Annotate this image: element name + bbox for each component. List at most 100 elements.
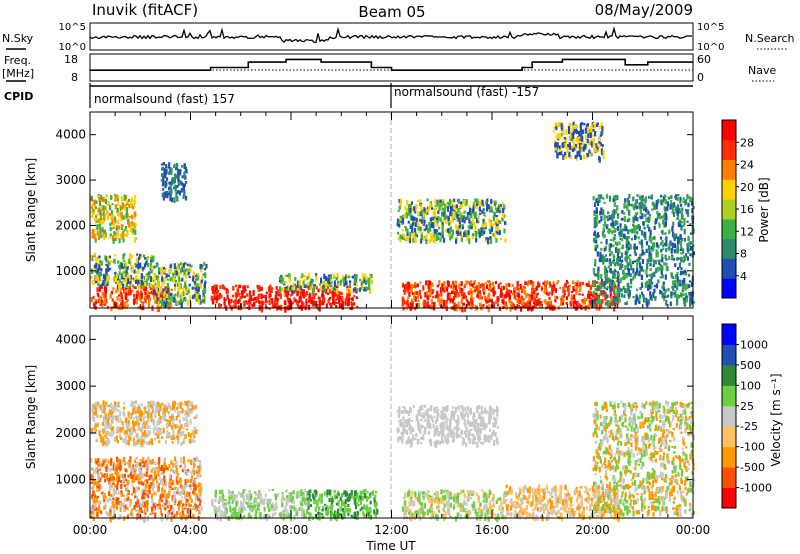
heatmap-cell <box>598 199 601 203</box>
heatmap-cell <box>150 267 153 270</box>
heatmap-cell <box>479 284 482 289</box>
heatmap-cell <box>641 202 644 208</box>
heatmap-cell <box>410 201 413 205</box>
heatmap-cell <box>650 257 653 262</box>
heatmap-cell <box>320 277 323 284</box>
heatmap-cell <box>115 279 118 285</box>
heatmap-cell <box>132 487 135 493</box>
heatmap-cell <box>456 218 459 222</box>
heatmap-cell <box>472 285 475 289</box>
heatmap-cell <box>94 299 98 303</box>
heatmap-cell <box>602 281 605 288</box>
heatmap-cell <box>355 296 359 300</box>
heatmap-cell <box>365 276 368 280</box>
nsky-label: N.Sky <box>2 32 34 45</box>
heatmap-cell <box>420 295 423 299</box>
heatmap-cell <box>116 417 119 423</box>
heatmap-cell <box>111 298 114 302</box>
heatmap-cell <box>177 410 180 417</box>
heatmap-cell <box>668 229 671 234</box>
heatmap-cell <box>134 286 137 290</box>
heatmap-cell <box>332 295 335 300</box>
heatmap-cell <box>665 206 669 210</box>
heatmap-cell <box>600 122 603 126</box>
heatmap-cell <box>163 279 166 285</box>
heatmap-cell <box>122 283 125 289</box>
heatmap-cell <box>347 275 350 279</box>
heatmap-cell <box>692 301 696 304</box>
heatmap-cell <box>167 411 170 414</box>
heatmap-cell <box>440 291 443 297</box>
heatmap-cell <box>97 482 100 489</box>
heatmap-cell <box>611 213 614 219</box>
colorbar-tick-label: 16 <box>740 203 754 216</box>
heatmap-cell <box>165 434 168 439</box>
heatmap-cell <box>117 428 120 434</box>
heatmap-cell <box>664 232 667 235</box>
heatmap-cell <box>431 301 434 305</box>
heatmap-cell <box>101 282 104 287</box>
heatmap-cell <box>264 296 267 302</box>
heatmap-cell <box>643 208 646 211</box>
heatmap-cell <box>338 291 341 297</box>
heatmap-cell <box>177 432 180 438</box>
heatmap-cell <box>188 283 191 287</box>
heatmap-cell <box>326 286 329 289</box>
heatmap-cell <box>481 210 484 214</box>
heatmap-cell <box>523 286 526 289</box>
heatmap-cell <box>148 475 151 478</box>
heatmap-cell <box>165 467 169 470</box>
heatmap-cell <box>180 188 183 193</box>
heatmap-cell <box>151 498 154 504</box>
heatmap-cell <box>634 300 637 304</box>
heatmap-cell <box>116 485 119 491</box>
heatmap-cell <box>189 504 192 507</box>
heatmap-cell <box>129 226 132 233</box>
heatmap-cell <box>641 213 644 219</box>
heatmap-cell <box>152 401 155 406</box>
heatmap-cell <box>427 227 430 231</box>
heatmap-cell <box>640 230 644 236</box>
heatmap-cell <box>400 215 404 219</box>
heatmap-cell <box>124 286 128 290</box>
heatmap-cell <box>140 410 143 413</box>
heatmap-cell <box>99 434 102 439</box>
heatmap-cell <box>620 232 623 238</box>
heatmap-cell <box>425 226 428 231</box>
heatmap-cell <box>111 426 115 431</box>
heatmap-cell <box>109 461 112 466</box>
heatmap-cell <box>188 400 191 405</box>
heatmap-cell <box>186 508 189 514</box>
heatmap-cell <box>148 459 151 462</box>
heatmap-cell <box>465 299 468 302</box>
heatmap-cell <box>613 201 616 207</box>
heatmap-cell <box>102 293 105 299</box>
heatmap-cell <box>310 287 313 291</box>
heatmap-cell <box>128 222 131 228</box>
heatmap-cell <box>160 272 163 277</box>
heatmap-cell <box>176 300 179 305</box>
heatmap-cell <box>423 227 426 230</box>
heatmap-cell <box>558 151 561 156</box>
heatmap-cell <box>601 254 604 260</box>
heatmap-cell <box>633 243 636 249</box>
heatmap-cell <box>501 202 504 205</box>
heatmap-cell <box>150 282 153 288</box>
heatmap-cell <box>130 197 133 204</box>
heatmap-cell <box>122 238 125 243</box>
heatmap-cell <box>535 293 538 299</box>
heatmap-cell <box>486 206 489 212</box>
heatmap-cell <box>474 211 477 215</box>
heatmap-cell <box>615 262 618 265</box>
heatmap-cell <box>173 197 176 203</box>
y-tick-label: 1000 <box>55 264 86 278</box>
heatmap-cell <box>333 280 336 286</box>
heatmap-cell <box>135 457 138 460</box>
heatmap-cell <box>168 181 171 185</box>
heatmap-cell <box>113 415 117 418</box>
heatmap-cell <box>548 296 551 301</box>
heatmap-cell <box>110 195 113 200</box>
heatmap-cell <box>133 269 136 274</box>
heatmap-cell <box>671 227 674 232</box>
heatmap-cell <box>120 213 123 219</box>
